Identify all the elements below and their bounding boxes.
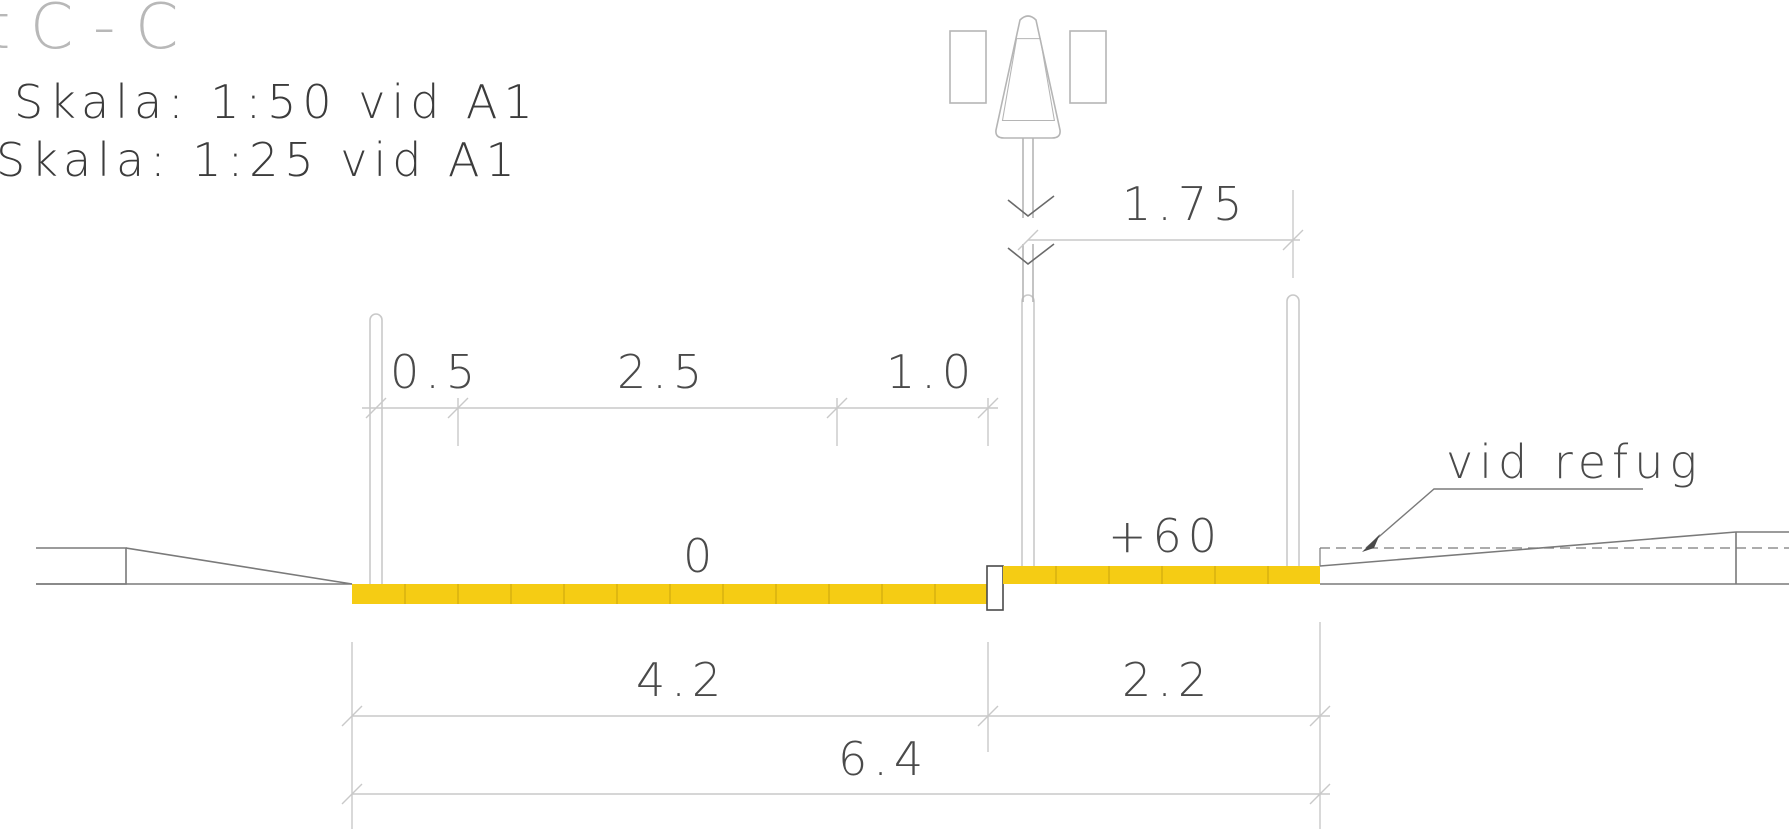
middle-bollard [1021, 294, 1035, 566]
dim-label-1-0: 1.0 [886, 345, 977, 399]
left-bollard [369, 313, 383, 584]
scale-label-2: Skala: 1:25 vid A1 [0, 133, 521, 187]
scale-label-1: Skala: 1:50 vid A1 [14, 75, 539, 129]
triangle-inner-icon [1001, 38, 1056, 122]
traffic-sign [949, 15, 1107, 302]
poles [369, 294, 1300, 584]
dim-label-0-5: 0.5 [390, 345, 481, 399]
level-label-road: 0 [683, 529, 718, 583]
warning-triangle-icon [995, 15, 1061, 139]
paving-road-joints [404, 584, 936, 604]
paving-refuge [1003, 566, 1320, 584]
dim-total [341, 783, 1331, 805]
paving-road [352, 584, 988, 604]
level-label-refuge: +60 [1108, 509, 1223, 563]
leader-arrow-icon [1362, 534, 1380, 552]
right-bollard [1286, 294, 1300, 566]
refuge-label: vid refug [1446, 435, 1703, 489]
road-profile [36, 531, 1789, 585]
dim-chain-upper [362, 397, 999, 446]
refuge-leader-line [1365, 488, 1643, 549]
left-slope [125, 547, 353, 585]
sign-side-plate-left [949, 30, 987, 104]
left-kerb [36, 547, 127, 585]
dim-label-1-75: 1.75 [1122, 177, 1248, 231]
dim-label-2-5: 2.5 [617, 345, 708, 399]
sign-side-plate-right [1069, 30, 1107, 104]
dim-label-2-2: 2.2 [1122, 653, 1213, 707]
drawing-title: t C - C [0, 0, 178, 63]
kerb-stone [986, 565, 1004, 611]
dim-refuge-1-75 [1017, 190, 1304, 278]
paving-refuge-joints [1055, 566, 1269, 584]
dim-label-6-4: 6.4 [838, 732, 929, 786]
break-line [1007, 195, 1055, 266]
right-slope [1319, 531, 1737, 567]
dim-label-4-2: 4.2 [636, 653, 727, 707]
